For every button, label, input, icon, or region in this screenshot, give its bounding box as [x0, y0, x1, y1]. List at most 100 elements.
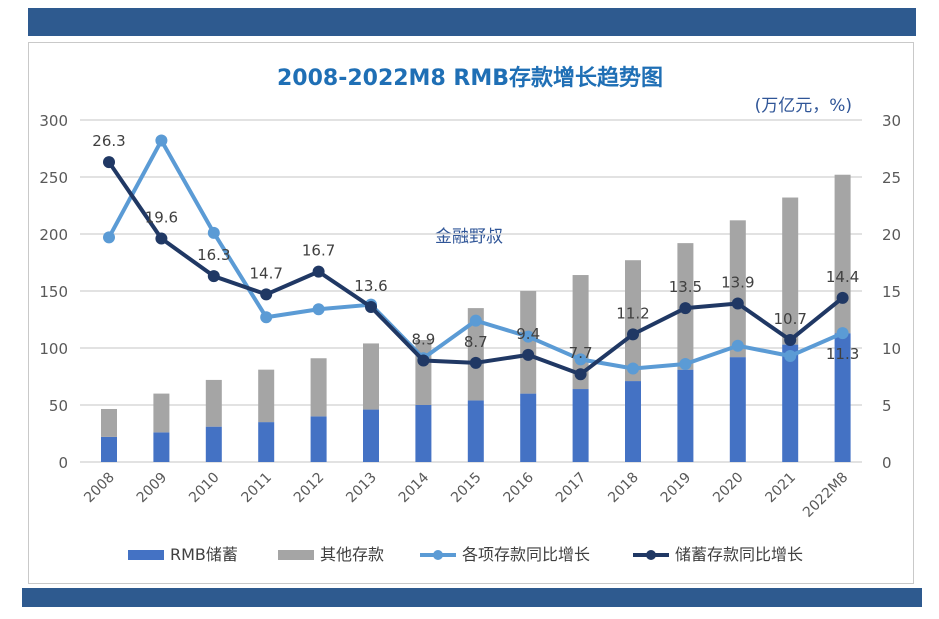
data-label: 10.7	[773, 310, 806, 328]
line-point	[103, 156, 115, 169]
bar-other-deposits	[101, 408, 117, 437]
chart-title: 2008-2022M8 RMB存款增长趋势图	[277, 65, 663, 91]
line-point	[469, 356, 482, 369]
line-point	[522, 348, 535, 361]
data-label: 26.3	[92, 132, 125, 150]
bar-rmb-savings	[258, 422, 275, 462]
x-tick-label: 2013	[343, 470, 380, 507]
bar-other-deposits	[310, 358, 327, 417]
data-label: 8.7	[464, 333, 488, 351]
bar-other-deposits	[363, 343, 379, 410]
footer-band	[22, 588, 922, 607]
bar-rmb-savings	[572, 389, 589, 462]
data-label: 13.6	[354, 277, 387, 295]
right-tick-label: 20	[882, 226, 901, 244]
data-label: 16.7	[302, 242, 335, 260]
line-point	[679, 302, 692, 315]
legend-swatch	[128, 550, 164, 560]
line-point	[784, 349, 797, 362]
x-tick-label: 2010	[186, 470, 223, 507]
x-tick-label: 2012	[291, 470, 328, 507]
bar-other-deposits	[625, 260, 641, 382]
legend-label: RMB储蓄	[170, 545, 238, 564]
bar-other-deposits	[205, 379, 222, 427]
x-tick-label: 2021	[763, 470, 800, 507]
line-point	[679, 357, 692, 370]
left-tick-label: 150	[39, 283, 68, 301]
left-tick-label: 250	[39, 169, 68, 187]
left-tick-label: 100	[39, 340, 68, 358]
data-label: 16.3	[197, 246, 230, 264]
line-point	[574, 368, 587, 381]
bar-rmb-savings	[677, 369, 694, 462]
line-point	[155, 134, 168, 147]
legend-marker	[646, 550, 656, 560]
data-label: 13.9	[721, 274, 754, 292]
left-tick-label: 200	[39, 226, 68, 244]
x-tick-label: 2008	[81, 470, 118, 507]
bar-other-deposits	[258, 369, 275, 423]
bar-rmb-savings	[310, 416, 327, 462]
line-point	[365, 300, 377, 313]
right-tick-label: 15	[882, 283, 901, 301]
line-point	[417, 354, 430, 367]
x-tick-label: 2020	[710, 470, 747, 507]
bar-rmb-savings	[363, 409, 379, 462]
legend-label: 储蓄存款同比增长	[675, 545, 803, 564]
left-tick-label: 50	[49, 397, 68, 415]
x-tick-label: 2015	[448, 470, 485, 507]
bar-other-deposits	[467, 308, 484, 401]
legend-label: 其他存款	[320, 545, 384, 564]
legend-label: 各项存款同比增长	[462, 545, 590, 564]
line-point	[469, 314, 482, 327]
bar-rmb-savings	[782, 344, 799, 462]
bar-other-deposits	[153, 393, 170, 433]
chart-frame	[28, 42, 914, 584]
line-point	[627, 328, 639, 341]
data-label: 7.7	[569, 344, 593, 362]
legend-marker	[433, 550, 443, 560]
data-label: 13.5	[669, 278, 702, 296]
data-label: 8.9	[411, 331, 435, 349]
watermark: 金融野叔	[435, 227, 503, 247]
line-point	[574, 353, 587, 366]
bar-rmb-savings	[729, 357, 746, 462]
x-tick-label: 2011	[239, 470, 276, 507]
line-point	[260, 288, 273, 301]
legend-swatch	[278, 550, 314, 560]
line-point	[627, 362, 639, 375]
bar-rmb-savings	[467, 400, 484, 462]
line-point	[784, 334, 797, 347]
line-point	[207, 226, 220, 239]
line-point	[207, 270, 220, 283]
line-point	[312, 303, 325, 316]
bar-rmb-savings	[520, 393, 537, 462]
right-tick-label: 0	[882, 454, 892, 472]
data-label: 14.4	[826, 268, 859, 286]
right-tick-label: 5	[882, 397, 892, 415]
data-label: 11.3	[826, 345, 859, 363]
x-tick-label: 2016	[501, 469, 538, 506]
bar-rmb-savings	[101, 436, 117, 462]
line-point	[260, 311, 273, 324]
unit-label: (万亿元，%)	[755, 96, 852, 116]
x-tick-label: 2009	[134, 470, 171, 507]
left-tick-label: 300	[39, 112, 68, 130]
data-label: 19.6	[145, 209, 178, 227]
left-tick-label: 0	[58, 454, 68, 472]
line-point	[836, 291, 849, 304]
bar-rmb-savings	[834, 333, 851, 462]
data-label: 9.4	[516, 325, 540, 343]
bar-other-deposits	[782, 197, 799, 345]
bar-rmb-savings	[625, 381, 641, 462]
bar-rmb-savings	[153, 432, 170, 462]
right-tick-label: 25	[882, 169, 901, 187]
x-tick-label: 2017	[553, 470, 590, 507]
x-tick-label: 2018	[605, 470, 642, 507]
line-point	[103, 231, 115, 244]
x-tick-label: 2019	[658, 470, 695, 507]
bar-rmb-savings	[205, 426, 222, 462]
header-band	[28, 8, 916, 36]
line-point	[522, 330, 535, 343]
